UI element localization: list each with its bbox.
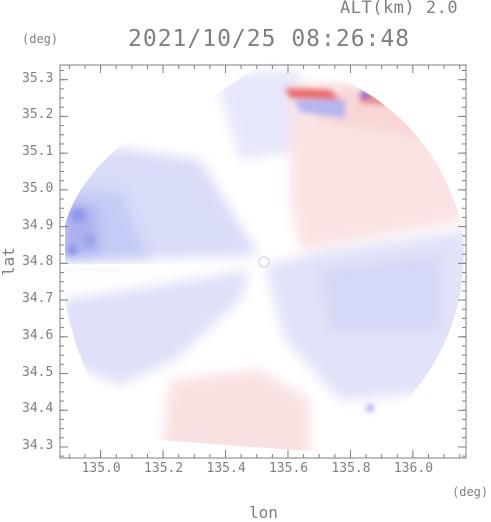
y-tick-label: 34.4 [22, 401, 54, 417]
y-tick-label: 34.8 [22, 254, 54, 270]
y-tick-label: 34.7 [22, 291, 54, 307]
x-tick-label: 135.4 [206, 461, 246, 476]
plot-border [59, 64, 467, 459]
x-axis-title: lon [249, 503, 278, 522]
y-unit-label: (deg) [22, 32, 59, 46]
y-tick-label: 35.0 [22, 180, 54, 196]
y-tick-label: 34.3 [22, 437, 54, 453]
axes-frame [59, 64, 467, 459]
y-tick-label: 35.3 [22, 70, 54, 86]
x-unit-label: (deg) [452, 485, 489, 499]
y-tick-label: 34.6 [22, 327, 54, 343]
timestamp-title: 2021/10/25 08:26:48 [128, 26, 411, 52]
y-tick-label: 34.9 [22, 217, 54, 233]
x-tick-label: 135.0 [81, 461, 121, 476]
x-tick-label: 136.0 [393, 461, 434, 476]
y-tick-label: 35.2 [22, 107, 54, 123]
x-tick-label: 135.2 [144, 461, 184, 476]
x-tick-label: 135.6 [268, 461, 309, 476]
radar-echo-field [65, 62, 464, 452]
y-tick-label: 35.1 [22, 144, 54, 160]
axis-ticks [60, 65, 466, 458]
altitude-label: ALT(km) 2.0 [340, 0, 459, 18]
y-tick-label: 34.5 [22, 364, 54, 380]
x-tick-label: 135.8 [331, 461, 371, 476]
